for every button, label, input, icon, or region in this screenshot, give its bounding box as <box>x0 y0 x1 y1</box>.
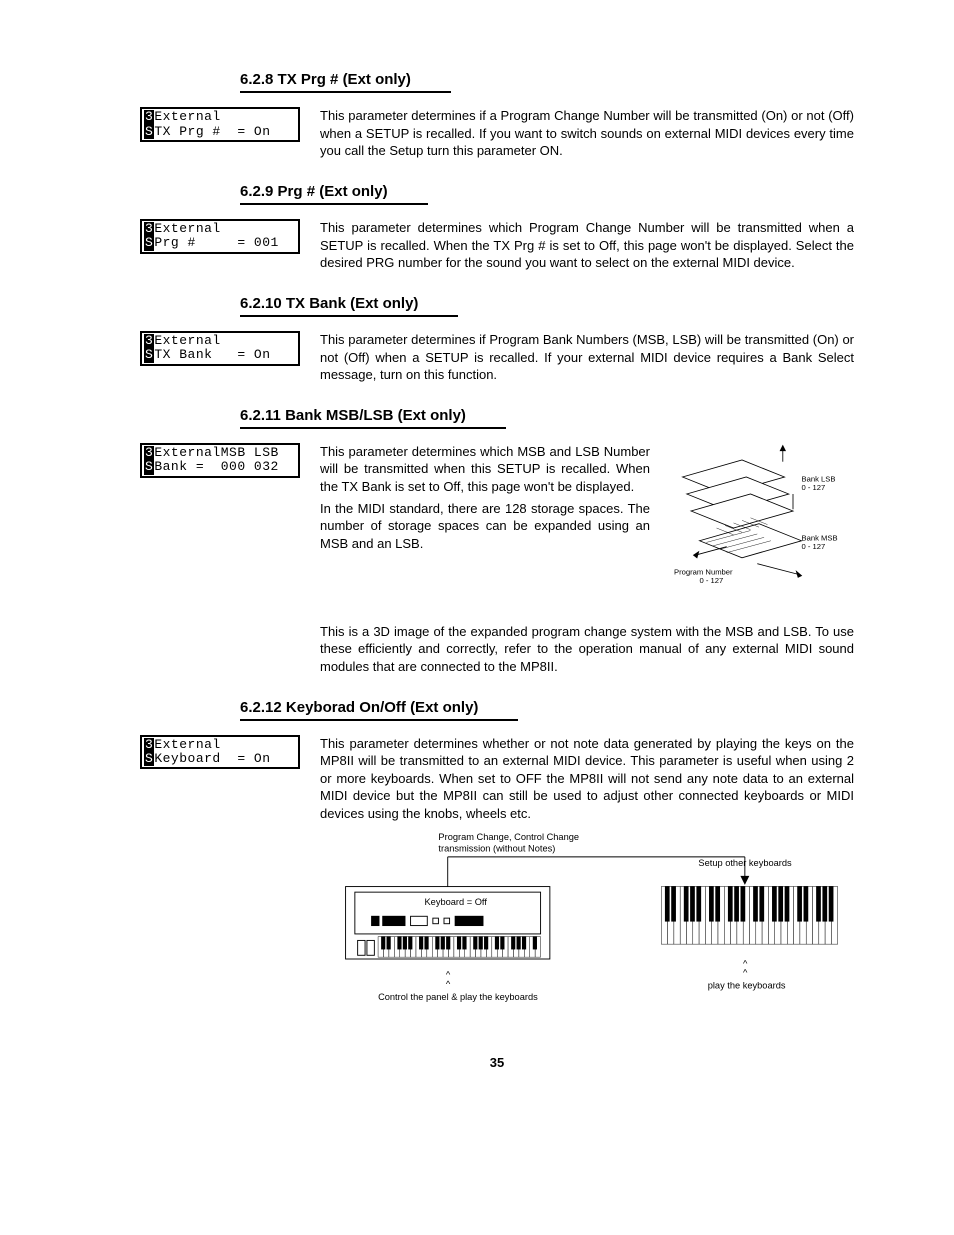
heading-629: 6.2.9 Prg # (Ext only) <box>240 182 428 205</box>
svg-text:Program Change, Control Change: Program Change, Control Change <box>438 832 579 842</box>
section-6212: 6.2.12 Keyborad On/Off (Ext only) 3Exter… <box>140 698 854 1024</box>
svg-text:Program Number: Program Number <box>674 568 733 577</box>
svg-text:^: ^ <box>446 978 451 988</box>
svg-text:Control the panel & play the k: Control the panel & play the keyboards <box>378 991 538 1001</box>
svg-text:Bank MSB: Bank MSB <box>802 534 838 543</box>
section-6210: 6.2.10 TX Bank (Ext only) 3External STX … <box>140 294 854 388</box>
svg-text:0 - 127: 0 - 127 <box>802 483 826 492</box>
section-628: 6.2.8 TX Prg # (Ext only) 3External STX … <box>140 70 854 164</box>
keyboard-diagram: Program Change, Control Change transmiss… <box>327 829 847 1024</box>
svg-text:0 - 127: 0 - 127 <box>700 576 724 585</box>
svg-text:^: ^ <box>743 967 748 977</box>
svg-text:Bank LSB: Bank LSB <box>802 474 836 483</box>
para-6210: This parameter determines if Program Ban… <box>320 331 854 384</box>
lcd-6210: 3External STX Bank = On <box>140 331 300 366</box>
section-6211: 6.2.11 Bank MSB/LSB (Ext only) 3External… <box>140 406 854 680</box>
heading-6211: 6.2.11 Bank MSB/LSB (Ext only) <box>240 406 506 429</box>
para-629: This parameter determines which Program … <box>320 219 854 272</box>
para-6211-2: In the MIDI standard, there are 128 stor… <box>320 500 650 553</box>
svg-text:transmission (without Notes): transmission (without Notes) <box>438 843 555 853</box>
page-number: 35 <box>140 1054 854 1072</box>
para-6211-after: This is a 3D image of the expanded progr… <box>320 623 854 676</box>
svg-text:0 - 127: 0 - 127 <box>802 542 826 551</box>
bank-3d-diagram: Bank LSB 0 - 127 Bank MSB 0 - 127 Progra… <box>664 443 854 613</box>
lcd-628: 3External STX Prg # = On <box>140 107 300 142</box>
lcd-629: 3External SPrg # = 001 <box>140 219 300 254</box>
section-629: 6.2.9 Prg # (Ext only) 3External SPrg # … <box>140 182 854 276</box>
para-6211-1: This parameter determines which MSB and … <box>320 443 650 496</box>
para-628: This parameter determines if a Program C… <box>320 107 854 160</box>
para-6212: This parameter determines whether or not… <box>320 735 854 823</box>
svg-text:Keyboard = Off: Keyboard = Off <box>425 897 488 907</box>
svg-text:play the keyboards: play the keyboards <box>708 980 786 990</box>
lcd-6211: 3ExternalMSB LSB SBank = 000 032 <box>140 443 300 478</box>
heading-6212: 6.2.12 Keyborad On/Off (Ext only) <box>240 698 518 721</box>
lcd-6212: 3External SKeyboard = On <box>140 735 300 770</box>
heading-6210: 6.2.10 TX Bank (Ext only) <box>240 294 458 317</box>
heading-628: 6.2.8 TX Prg # (Ext only) <box>240 70 451 93</box>
